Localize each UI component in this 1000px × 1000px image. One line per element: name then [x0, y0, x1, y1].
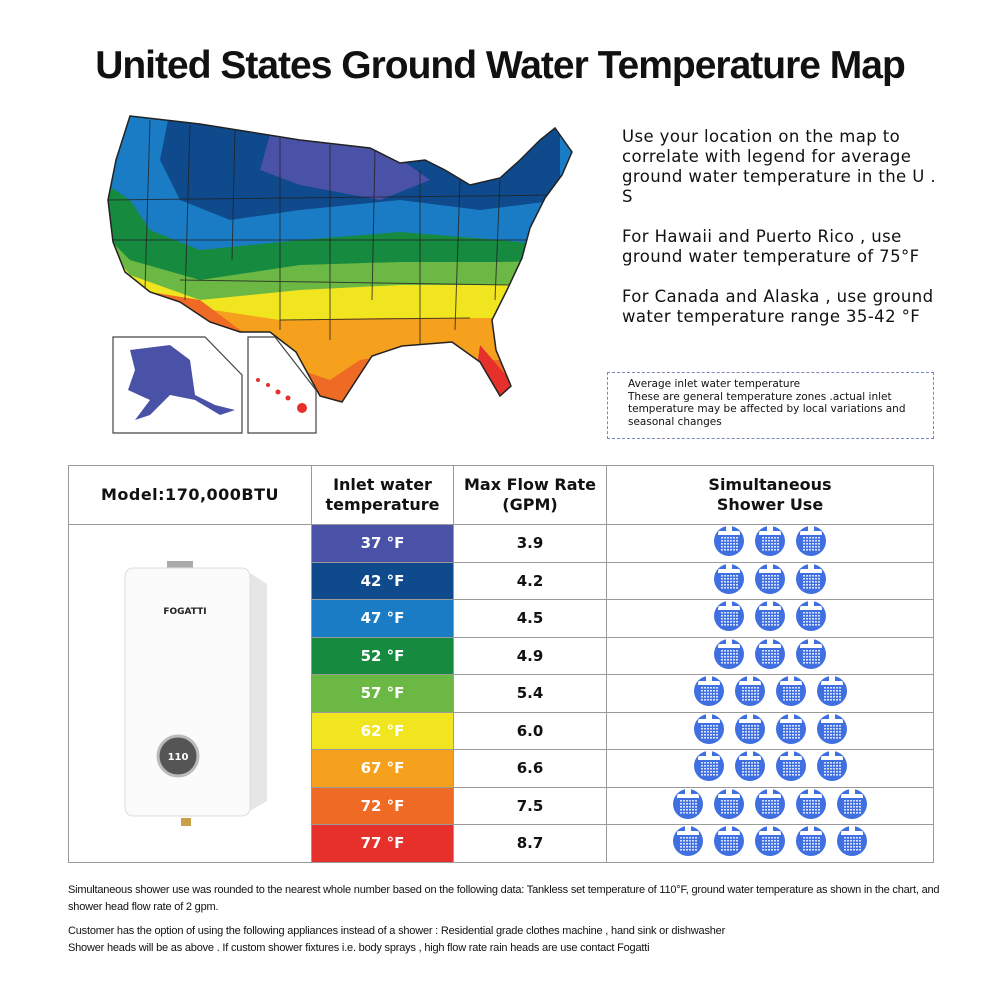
shower-icon: [714, 638, 744, 673]
shower-icon: [755, 563, 785, 598]
header-shower-use: Simultaneous Shower Use: [606, 465, 934, 525]
shower-icon: [755, 826, 785, 860]
shower-icon: [714, 563, 744, 598]
shower-icon: [796, 638, 826, 673]
footnote-calculation: Simultaneous shower use was rounded to t…: [68, 884, 940, 913]
table-row: 52 °F 4.9: [69, 636, 934, 675]
inlet-temp-cell: 62 °F: [311, 711, 454, 750]
inlet-temp-cell: 42 °F: [311, 561, 454, 600]
table-row: 72 °F 7.5: [69, 786, 934, 825]
instruction-hawaii: For Hawaii and Puerto Rico , use ground …: [622, 227, 920, 266]
shower-use-cell: [606, 524, 934, 563]
shower-icon: [673, 826, 703, 860]
flow-rate-cell: 6.6: [453, 749, 607, 788]
water-heater-illustration: FOGATTI 110: [124, 561, 267, 827]
shower-icon: [755, 601, 785, 635]
shower-icon: [734, 751, 765, 785]
legend-note-title: Average inlet water temperature: [628, 378, 801, 390]
shower-icon: [816, 713, 847, 748]
shower-use-cell: [606, 561, 934, 600]
shower-use-cell: [606, 674, 934, 713]
shower-icon: [673, 788, 703, 823]
shower-icon: [837, 826, 867, 860]
table-row: 67 °F 6.6: [69, 749, 934, 788]
water-heater-image: FOGATTI 110: [68, 524, 312, 863]
shower-icon: [693, 751, 724, 785]
table-row: 62 °F 6.0: [69, 711, 934, 750]
shower-icon: [755, 638, 785, 673]
table-row: 42 °F 4.2: [69, 561, 934, 600]
instruction-canada-alaska: For Canada and Alaska , use ground water…: [622, 287, 934, 326]
shower-icon: [714, 526, 744, 560]
alaska-inset: [112, 336, 243, 434]
table-row: 77 °F 8.7: [69, 824, 934, 863]
shower-use-cell: [606, 711, 934, 750]
flow-rate-cell: 4.2: [453, 561, 607, 600]
shower-use-cell: [606, 636, 934, 675]
flow-rate-cell: 4.9: [453, 636, 607, 675]
shower-use-cell: [606, 749, 934, 788]
inlet-temp-cell: 37 °F: [311, 524, 454, 563]
shower-icon: [693, 713, 724, 748]
us-ground-water-map: [107, 115, 573, 434]
header-model: Model:170,000BTU: [68, 465, 312, 525]
legend-note: Average inlet water temperature These ar…: [607, 372, 934, 439]
footnote-custom-fixtures: Shower heads will be as above . If custo…: [68, 942, 650, 954]
shower-icon: [775, 676, 806, 710]
legend-note-body: These are general temperature zones .act…: [628, 390, 906, 428]
table-row: 57 °F 5.4: [69, 674, 934, 713]
shower-icon: [796, 563, 826, 598]
instruction-location: Use your location on the map to correlat…: [622, 127, 937, 206]
flow-rate-cell: 7.5: [453, 786, 607, 825]
header-inlet-temp: Inlet water temperature: [311, 465, 454, 525]
shower-icon: [714, 826, 744, 860]
flow-rate-cell: 4.5: [453, 599, 607, 638]
map-instructions: Use your location on the map to correlat…: [622, 127, 952, 347]
table-header: Model:170,000BTU Inlet water temperature…: [68, 465, 934, 525]
shower-icon: [796, 826, 826, 860]
flow-rate-cell: 5.4: [453, 674, 607, 713]
flow-rate-cell: 3.9: [453, 524, 607, 563]
shower-icon: [837, 788, 867, 823]
shower-icon: [734, 676, 765, 710]
heater-display: 110: [168, 752, 189, 763]
inlet-temp-cell: 77 °F: [311, 824, 454, 863]
header-flow-rate: Max Flow Rate (GPM): [453, 465, 607, 525]
brand-logo: FOGATTI: [163, 607, 206, 617]
hawaii-inset: [247, 336, 317, 434]
shower-icon: [816, 676, 847, 710]
shower-icon: [796, 526, 826, 560]
shower-use-cell: [606, 824, 934, 863]
flow-rate-table: Model:170,000BTU Inlet water temperature…: [68, 465, 934, 863]
shower-icon: [693, 676, 724, 710]
footnote-appliances: Customer has the option of using the fol…: [68, 925, 726, 937]
shower-icon: [796, 601, 826, 635]
inlet-temp-cell: 72 °F: [311, 786, 454, 825]
shower-icon: [714, 788, 744, 823]
shower-icon: [775, 751, 806, 785]
shower-icon: [816, 751, 847, 785]
page-title: United States Ground Water Temperature M…: [95, 44, 906, 87]
shower-icon: [755, 788, 785, 823]
shower-icon: [755, 526, 785, 560]
table-row: FOGATTI 110 37 °F 3.9: [68, 524, 934, 863]
flow-rate-cell: 8.7: [453, 824, 607, 863]
shower-use-cell: [606, 786, 934, 825]
inlet-temp-cell: 47 °F: [311, 599, 454, 638]
flow-rate-cell: 6.0: [453, 711, 607, 750]
inlet-temp-cell: 57 °F: [311, 674, 454, 713]
inlet-temp-cell: 52 °F: [311, 636, 454, 675]
shower-use-cell: [606, 599, 934, 638]
shower-icon: [734, 713, 765, 748]
inlet-temp-cell: 67 °F: [311, 749, 454, 788]
shower-icon: [714, 601, 744, 635]
shower-icon: [796, 788, 826, 823]
shower-icon: [775, 713, 806, 748]
